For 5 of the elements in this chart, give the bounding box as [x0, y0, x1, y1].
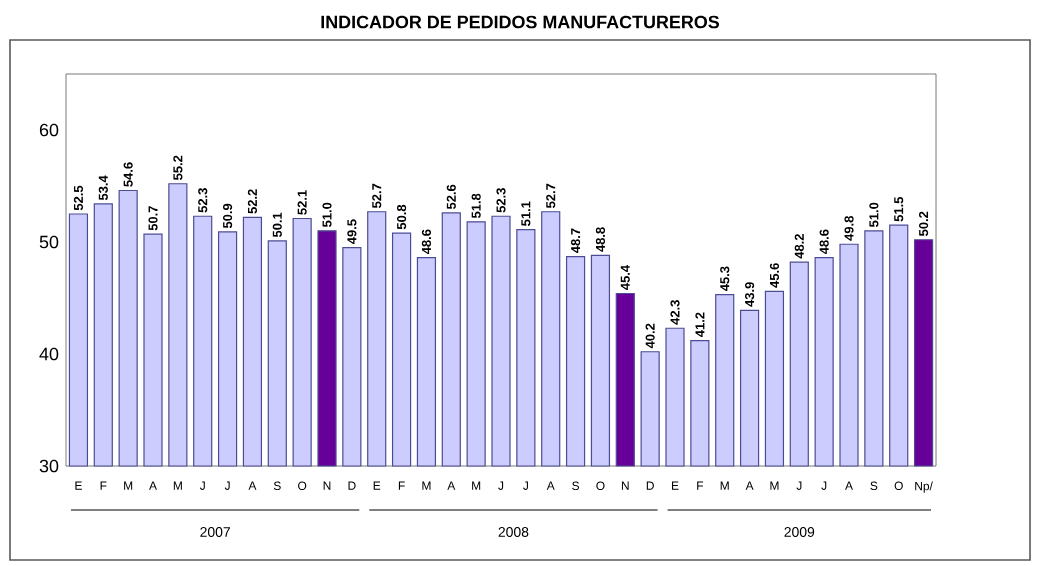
y-tick-label: 50 [39, 235, 59, 249]
y-tick-label: 60 [39, 123, 59, 137]
chart-title: INDICADOR DE PEDIDOS MANUFACTUREROS [321, 15, 720, 29]
y-tick-label: 40 [39, 347, 59, 361]
y-tick-label: 30 [39, 459, 59, 473]
